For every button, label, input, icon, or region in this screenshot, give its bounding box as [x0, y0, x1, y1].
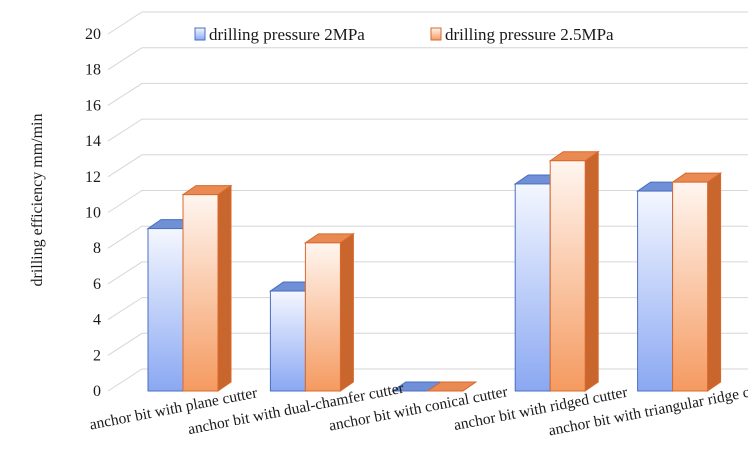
gridline	[107, 47, 748, 71]
bar-top	[426, 381, 478, 392]
bar-front	[304, 242, 341, 392]
legend-item: drilling pressure 2MPa	[194, 25, 365, 44]
y-tick-label: 8	[93, 240, 101, 257]
bar-front	[549, 160, 586, 392]
legend-label: drilling pressure 2.5MPa	[445, 25, 614, 44]
bars	[146, 150, 723, 392]
bar	[548, 150, 600, 392]
y-tick-label: 12	[85, 169, 101, 186]
gridline	[107, 118, 748, 142]
bar-side	[217, 184, 232, 392]
bar-front	[182, 194, 219, 392]
y-tick-label: 10	[85, 205, 101, 222]
legend-swatch	[194, 27, 206, 41]
legend-swatch	[430, 27, 442, 41]
bar-side	[339, 232, 354, 392]
gridline	[107, 154, 748, 178]
y-tick-label: 16	[85, 97, 101, 114]
y-tick-label: 2	[93, 347, 101, 364]
legend-item: drilling pressure 2.5MPa	[430, 25, 614, 44]
y-tick-label: 18	[85, 62, 101, 79]
bar-front	[637, 190, 674, 392]
legend-label: drilling pressure 2MPa	[209, 25, 365, 44]
y-axis: 0 2 4 6 8 10 12 14 16 18 20	[85, 26, 101, 400]
bar-side	[707, 172, 722, 392]
bar	[303, 232, 356, 392]
bar-front	[147, 228, 184, 392]
bar-front	[269, 290, 306, 392]
y-tick-label: 0	[93, 383, 101, 400]
gridline	[107, 11, 748, 35]
y-tick-label: 14	[85, 133, 101, 150]
y-tick-label: 4	[93, 312, 101, 329]
bar-side	[584, 150, 599, 392]
y-tick-label: 20	[85, 26, 101, 43]
grid	[107, 11, 748, 392]
legend: drilling pressure 2MPa drilling pressure …	[194, 25, 614, 44]
bar	[181, 184, 233, 392]
bar-front	[672, 181, 709, 392]
gridline	[107, 82, 748, 106]
bar	[670, 172, 723, 392]
y-tick-label: 6	[93, 276, 101, 293]
bar-front	[514, 183, 551, 392]
y-axis-label: drilling efficiency mm/min	[29, 114, 46, 287]
bar	[426, 381, 478, 392]
